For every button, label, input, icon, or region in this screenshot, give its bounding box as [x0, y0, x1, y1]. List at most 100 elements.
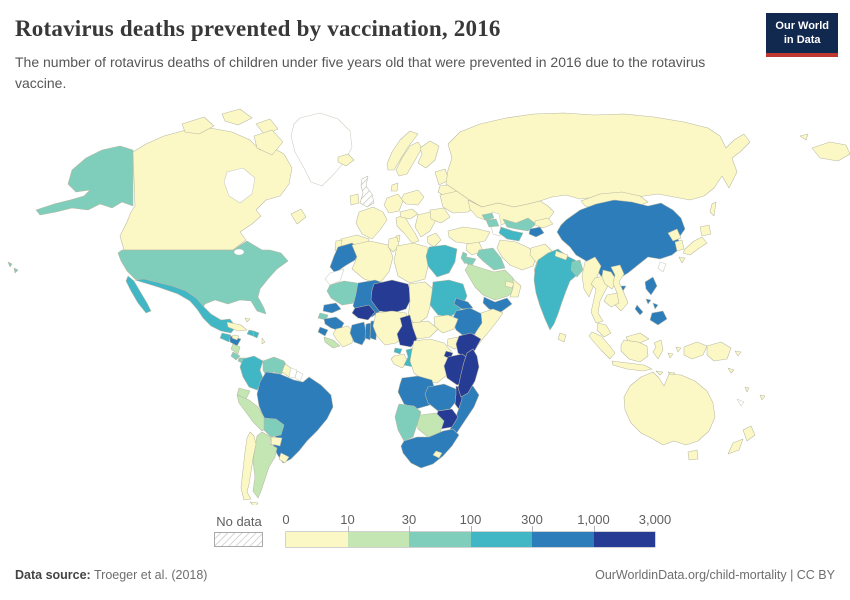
country-zambia[interactable]: [424, 383, 459, 412]
country-new-zealand-north[interactable]: [742, 425, 756, 442]
country-liberia[interactable]: [323, 336, 341, 349]
country-mexico[interactable]: [134, 278, 237, 334]
country-poland[interactable]: [400, 189, 425, 206]
country-greece[interactable]: [426, 232, 442, 248]
legend-bin-1000-3000[interactable]: [593, 532, 655, 547]
country-western-sahara[interactable]: [324, 268, 345, 286]
country-jamaica[interactable]: [231, 334, 240, 341]
country-iran[interactable]: [496, 239, 538, 271]
country-kalimantan[interactable]: [620, 339, 649, 363]
country-sri-lanka[interactable]: [557, 332, 567, 343]
country-madagascar[interactable]: [457, 348, 480, 398]
country-romania[interactable]: [429, 207, 451, 224]
country-bahamas[interactable]: [244, 317, 251, 323]
country-paraguay[interactable]: [270, 436, 283, 447]
country-ireland[interactable]: [349, 193, 360, 206]
country-hawaii-1[interactable]: [7, 261, 13, 268]
no-data-swatch[interactable]: [214, 532, 263, 547]
country-ghana[interactable]: [349, 321, 368, 346]
country-philippines-visayas-1[interactable]: [645, 298, 652, 305]
country-cameroon[interactable]: [396, 314, 418, 348]
country-new-caledonia[interactable]: [736, 398, 745, 407]
country-sumatra[interactable]: [588, 331, 616, 360]
country-azerbaijan[interactable]: [485, 218, 500, 228]
country-chile[interactable]: [240, 431, 257, 501]
country-norway[interactable]: [386, 130, 419, 171]
country-costa-rica[interactable]: [230, 351, 241, 361]
country-dominican-republic[interactable]: [252, 330, 260, 339]
country-japan-hokkaido[interactable]: [699, 224, 712, 237]
country-tajikistan[interactable]: [528, 226, 545, 238]
country-turkmenistan[interactable]: [498, 226, 524, 242]
country-canada-arctic-1[interactable]: [181, 116, 215, 135]
country-papua-new-guinea[interactable]: [706, 341, 732, 362]
country-sulawesi[interactable]: [652, 339, 664, 360]
country-wrangel[interactable]: [799, 133, 809, 141]
country-cote-divoire[interactable]: [332, 325, 355, 348]
country-uruguay[interactable]: [278, 452, 290, 464]
country-oman[interactable]: [509, 278, 522, 298]
country-maluku-2[interactable]: [675, 346, 682, 353]
country-nepal[interactable]: [554, 250, 569, 261]
country-south-korea[interactable]: [674, 239, 685, 252]
country-philippines-mindanao[interactable]: [649, 310, 668, 326]
country-uae[interactable]: [504, 280, 515, 289]
country-philippines-palawan[interactable]: [634, 304, 644, 316]
country-lesotho[interactable]: [432, 450, 443, 459]
country-drc[interactable]: [409, 338, 454, 384]
legend-bin-300-1000[interactable]: [532, 532, 594, 547]
country-uzbekistan[interactable]: [502, 217, 537, 232]
country-lesser-sunda-1[interactable]: [655, 370, 664, 376]
country-kyrgyzstan[interactable]: [534, 217, 554, 229]
country-iceland[interactable]: [337, 153, 355, 167]
country-sierra-leone[interactable]: [317, 326, 329, 337]
country-solomon-islands[interactable]: [727, 367, 735, 374]
country-saudi-arabia[interactable]: [464, 263, 518, 301]
country-senegal[interactable]: [322, 302, 342, 314]
country-equatorial-guinea[interactable]: [393, 347, 403, 355]
country-central-europe[interactable]: [399, 208, 419, 220]
country-vanuatu[interactable]: [744, 386, 750, 393]
country-alaska[interactable]: [35, 145, 134, 216]
country-taiwan[interactable]: [657, 261, 667, 273]
country-french-guiana[interactable]: [294, 370, 304, 382]
country-niger[interactable]: [370, 279, 413, 314]
legend-bin-10-30[interactable]: [347, 532, 409, 547]
credit-link[interactable]: OurWorldinData.org/child-mortality | CC …: [595, 568, 835, 582]
country-tunisia[interactable]: [387, 236, 400, 253]
country-canada-baffin[interactable]: [253, 129, 284, 156]
country-japan-honshu[interactable]: [682, 236, 708, 256]
country-france[interactable]: [355, 206, 388, 240]
country-iraq[interactable]: [476, 247, 506, 271]
country-myanmar[interactable]: [581, 256, 602, 298]
country-canada-arctic-2[interactable]: [221, 108, 253, 126]
country-canada-newfoundland[interactable]: [290, 208, 307, 225]
legend-bin-0-10[interactable]: [286, 532, 348, 547]
legend-bin-100-300[interactable]: [470, 532, 532, 547]
country-hawaii-2[interactable]: [13, 267, 19, 274]
country-egypt[interactable]: [425, 244, 458, 278]
country-malaysia[interactable]: [596, 322, 612, 338]
country-chukotka-wrap[interactable]: [811, 141, 850, 162]
country-libya[interactable]: [393, 242, 430, 284]
country-south-africa[interactable]: [400, 428, 460, 469]
country-tasmania[interactable]: [687, 449, 699, 461]
country-fiji[interactable]: [759, 394, 766, 401]
country-new-britain[interactable]: [734, 350, 742, 357]
country-philippines-visayas-2[interactable]: [652, 302, 659, 310]
country-japan-kyushu[interactable]: [678, 256, 686, 264]
country-chad[interactable]: [407, 281, 434, 326]
country-namibia[interactable]: [394, 403, 422, 442]
country-angola[interactable]: [397, 375, 437, 410]
country-bolivia[interactable]: [263, 417, 285, 438]
country-guatemala[interactable]: [219, 332, 232, 343]
country-cambodia[interactable]: [603, 292, 620, 308]
country-georgia[interactable]: [481, 212, 495, 221]
country-australia[interactable]: [623, 371, 716, 446]
country-denmark[interactable]: [390, 182, 399, 192]
country-turkey[interactable]: [447, 226, 491, 245]
country-greenland[interactable]: [290, 112, 353, 187]
country-java[interactable]: [611, 360, 653, 372]
country-south-sudan[interactable]: [433, 314, 459, 334]
country-cuba[interactable]: [226, 321, 248, 332]
